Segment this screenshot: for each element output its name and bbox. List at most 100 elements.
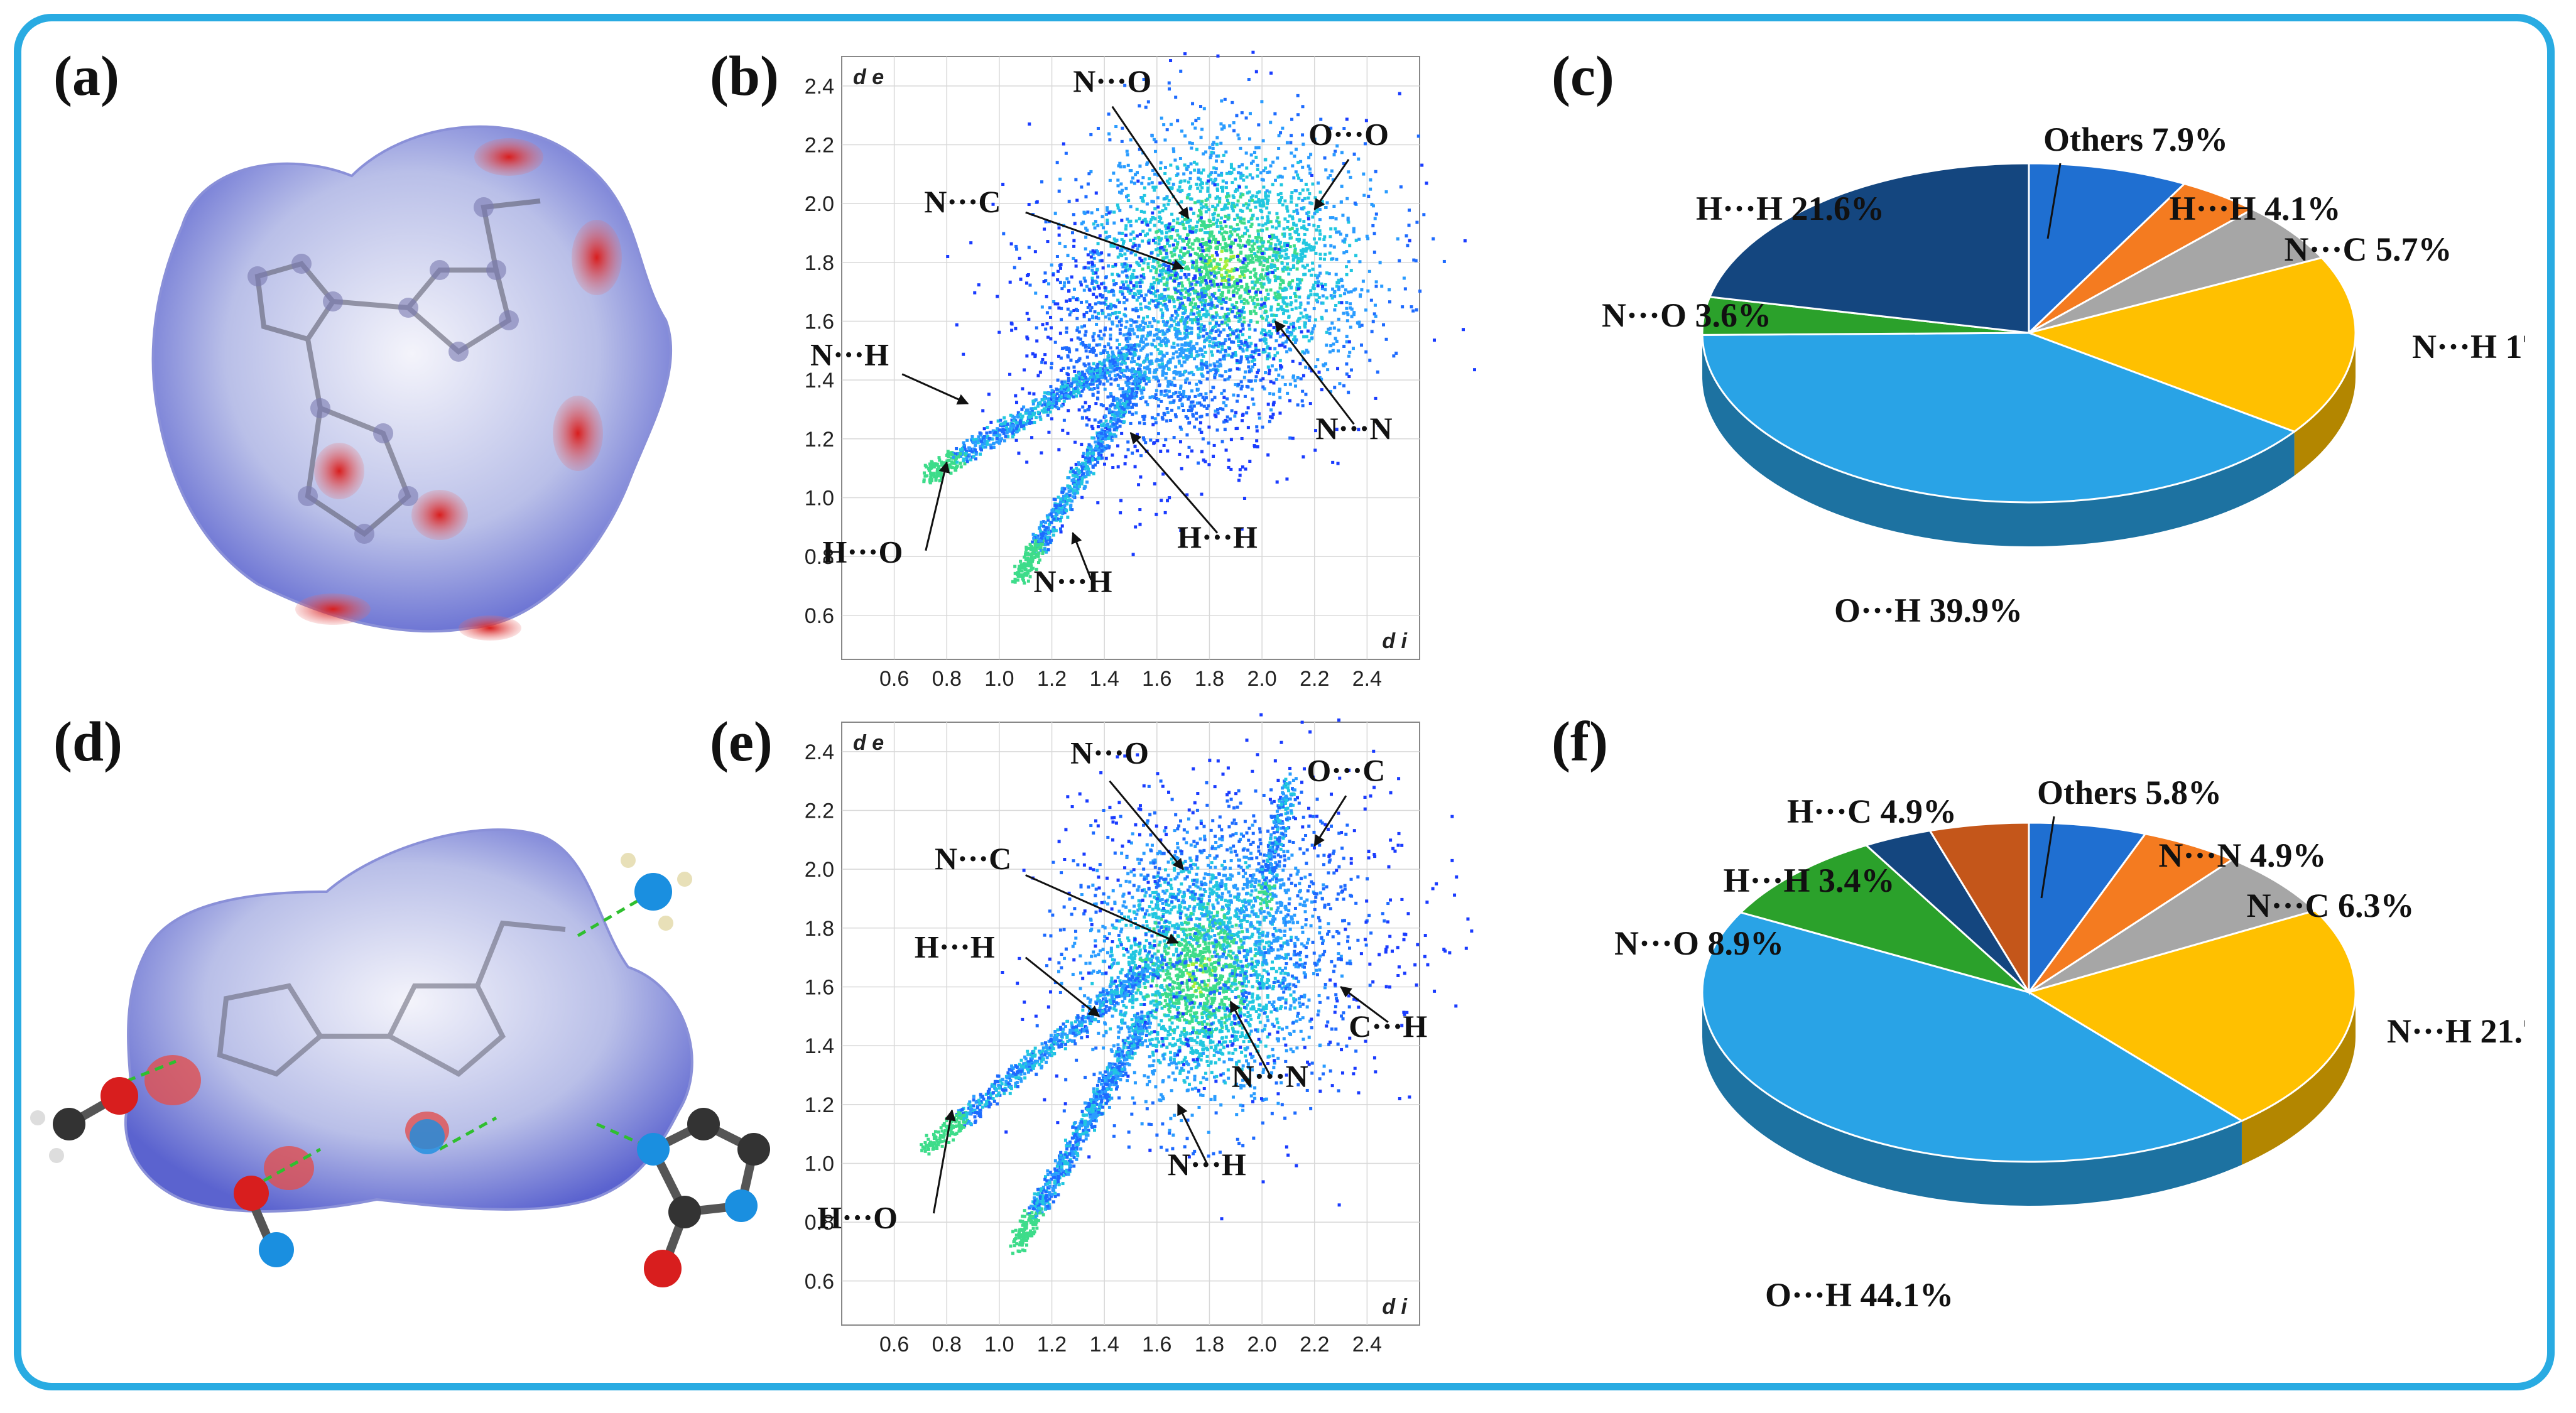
x-tick-label: 1.2 [1037,667,1067,691]
annotation-arrow [925,461,950,551]
y-tick-label: 1.6 [805,310,834,333]
x-tick-label: 2.4 [1352,667,1382,691]
y-tick-label: 1.0 [805,486,834,510]
x-tick-label: 1.8 [1195,667,1224,691]
plot-area [841,722,1420,1326]
pie-slice [1928,821,2030,996]
pie-slice-label: N···O 8.9% [1614,924,1784,962]
y-tick-label: 2.0 [805,858,834,882]
x-axis-label: d i [1382,1295,1408,1319]
y-tick-label: 1.2 [805,428,834,452]
annotation-arrow [1340,986,1389,1023]
pie-slice [1739,844,2030,993]
annotation-label: N···H [810,337,889,372]
fingerprint-plot-b: 0.6 0.6 0.8 0.8 1.0 1.0 1.2 1.2 1.4 1.4 1.6 1.6 1.8 1… [805,50,1476,691]
x-tick-label: 2.2 [1300,667,1329,691]
pie-slice [1701,332,2296,504]
panel-label-d: (d) [53,711,122,773]
annotation-label: N···N [1232,1059,1308,1094]
annotation-arrow [1229,1000,1271,1076]
y-axis-label: d e [853,65,884,89]
x-tick-label: 2.4 [1352,1333,1382,1356]
annotation-arrow [1313,795,1347,847]
pie-slice-label: Others 7.9% [2043,121,2228,158]
pie-slice-label: N···H 21.7% [2387,1012,2525,1050]
annotation-label: N···H [1168,1147,1246,1182]
x-axis-label: d i [1382,629,1408,653]
x-tick-label: 1.0 [984,1333,1014,1356]
pie-slice-label: O···H 39.9% [1834,592,2023,629]
annotation-label: O···C [1307,753,1385,788]
y-tick-label: 1.2 [805,1093,834,1117]
y-tick-label: 1.4 [805,1034,834,1058]
y-tick-label: 1.8 [805,917,834,941]
pie-slice-label: H···H 21.6% [1696,190,1884,227]
figure-frame [14,14,2555,1390]
annotation-label: N···N [1315,411,1392,446]
annotation-label: N···O [1070,735,1149,771]
annotation-arrow [1071,531,1092,581]
annotation-label: N···C [935,841,1011,876]
pie-slice-label: N···C 6.3% [2246,887,2414,924]
pie-slice-label: O···H 44.1% [1765,1276,1954,1314]
pie-slice [1701,911,2244,1163]
annotation-label: H···O [823,534,903,569]
pie-slice-side [2294,333,2356,476]
pie-slice-label: H···H 4.1% [2169,190,2340,227]
annotation-arrow [1111,106,1190,220]
annotation-arrow [1313,159,1350,210]
x-tick-label: 1.2 [1037,1333,1067,1356]
x-tick-label: 0.6 [879,1333,909,1356]
panel-label-b: (b) [710,45,779,107]
fingerprint-points [922,50,1476,585]
y-tick-label: 2.4 [805,75,834,99]
y-tick-label: 0.6 [805,604,834,628]
y-tick-label: 2.0 [805,192,834,216]
annotation-arrow [1177,1103,1208,1164]
x-tick-label: 1.6 [1142,667,1171,691]
x-tick-label: 0.8 [932,667,962,691]
pie-slice-side [1702,992,2242,1206]
y-tick-label: 2.2 [805,133,834,157]
pie-slice [2025,256,2357,433]
x-tick-label: 1.0 [984,667,1014,691]
annotation-arrow [1025,211,1185,271]
annotation-arrow [1024,956,1101,1017]
pie-chart-f: Others 5.8% N···N 4.9% N···C 6.3% N···H 21.… [1614,774,2525,1314]
x-tick-label: 1.4 [1090,667,1119,691]
pie-slice-label: Others 5.8% [2037,774,2222,811]
x-tick-label: 1.8 [1195,1333,1224,1356]
pie-slice [2028,858,2317,993]
y-tick-label: 1.4 [805,369,834,392]
panel-label-c: (c) [1552,45,1614,107]
pie-slice [1708,162,2030,334]
hirshfeld-surface-a [151,125,673,641]
leader-line [2046,163,2062,239]
annotation-arrow [1129,432,1219,534]
annotation-label: N···O [1073,63,1151,99]
x-tick-label: 0.8 [932,1333,962,1356]
y-tick-label: 0.8 [805,1211,834,1235]
pie-slice [2028,821,2147,995]
x-tick-label: 1.6 [1142,1333,1171,1356]
panel-label-e: (e) [710,711,773,773]
annotation-label: H···O [817,1199,898,1235]
annotation-label: H···H [915,929,995,965]
pie-slice-side [1702,335,2295,546]
y-tick-label: 1.0 [805,1152,834,1176]
y-tick-label: 0.6 [805,1270,834,1294]
x-tick-label: 2.0 [1247,1333,1276,1356]
hirshfeld-surface-d [30,828,770,1287]
annotation-arrow [1109,780,1184,870]
annotation-arrow [932,1109,956,1214]
annotation-label: N···H [1033,563,1112,598]
pie-slice-label: N···N 4.9% [2158,836,2326,874]
x-tick-label: 2.0 [1247,667,1276,691]
annotation-label: C···H [1349,1009,1427,1044]
pie-slice-label: N···C 5.7% [2284,230,2452,268]
annotation-label: O···O [1308,116,1389,151]
pie-slice [2028,162,2187,335]
annotation-arrow [1025,874,1179,944]
pie-chart-c: Others 7.9% H···H 4.1%N···C 5.7% N···H 17.… [1602,121,2525,629]
pie-slice-label: N···H 17.2% [2412,328,2525,365]
